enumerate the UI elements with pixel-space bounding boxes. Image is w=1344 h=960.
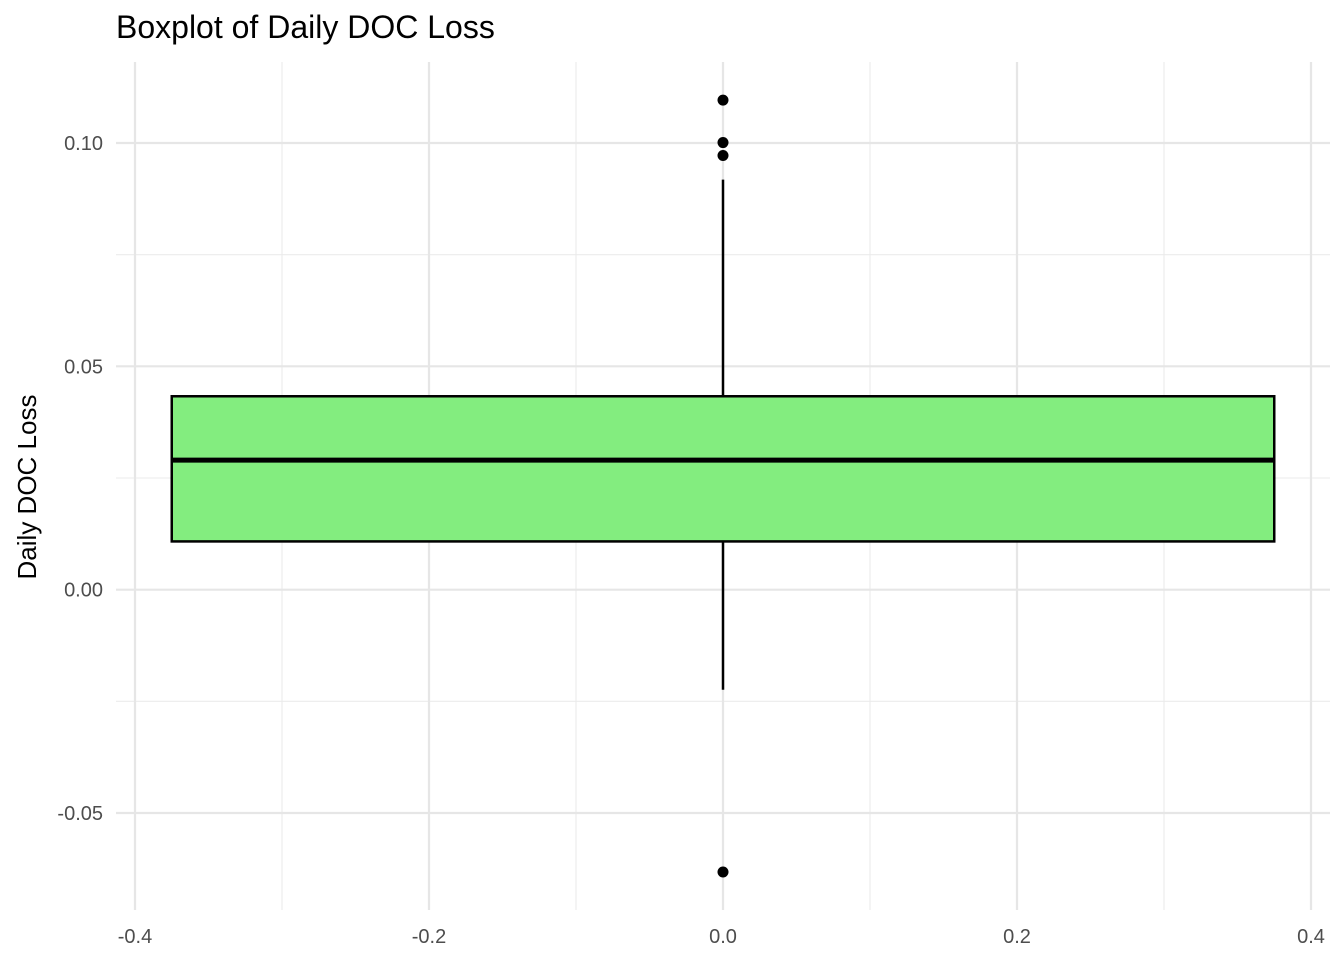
x-tick-label: 0.4 bbox=[1297, 926, 1325, 948]
y-tick-label: 0.10 bbox=[64, 133, 103, 155]
chart-title: Boxplot of Daily DOC Loss bbox=[116, 9, 495, 45]
outlier-point bbox=[717, 137, 729, 149]
x-tick-label: -0.4 bbox=[118, 926, 152, 948]
interquartile-box bbox=[170, 395, 1276, 543]
x-tick-label: -0.2 bbox=[412, 926, 446, 948]
outlier-point bbox=[717, 866, 729, 878]
y-tick-label: -0.05 bbox=[57, 803, 103, 825]
x-tick-labels: -0.4 -0.2 0.0 0.2 0.4 bbox=[118, 926, 1325, 948]
y-axis-label: Daily DOC Loss bbox=[12, 395, 42, 580]
box-group bbox=[170, 179, 1276, 690]
outlier-point bbox=[717, 94, 729, 106]
y-tick-labels: -0.05 0.00 0.05 0.10 bbox=[57, 133, 103, 825]
x-tick-label: 0.2 bbox=[1003, 926, 1031, 948]
y-tick-label: 0.00 bbox=[64, 580, 103, 602]
outlier-points bbox=[717, 94, 729, 878]
y-tick-label: 0.05 bbox=[64, 356, 103, 378]
x-tick-label: 0.0 bbox=[709, 926, 737, 948]
outlier-point bbox=[717, 150, 729, 162]
